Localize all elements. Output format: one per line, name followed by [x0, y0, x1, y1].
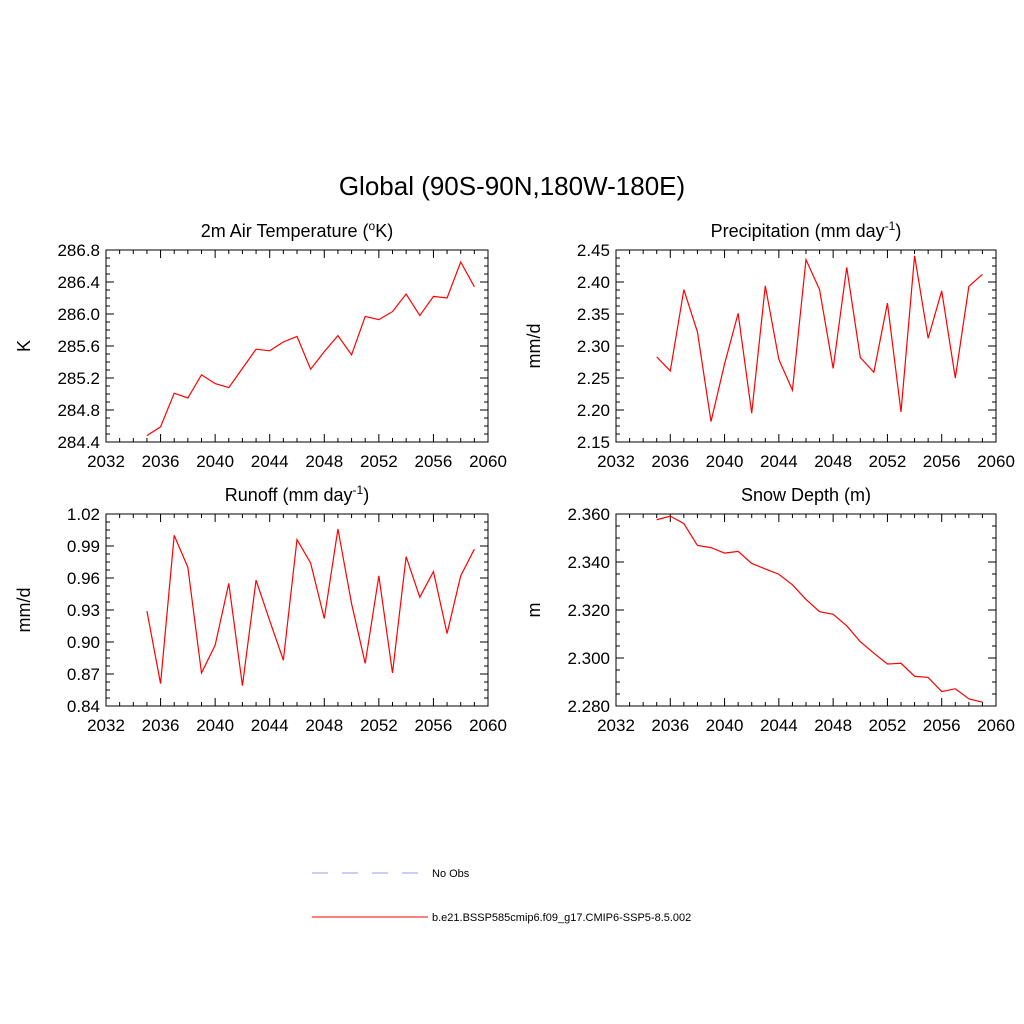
x-tick-label: 2040	[196, 716, 234, 735]
x-tick-label: 2040	[196, 452, 234, 471]
y-tick-label: 2.320	[567, 601, 610, 620]
x-tick-label: 2052	[360, 716, 398, 735]
x-tick-label: 2032	[597, 716, 635, 735]
y-tick-label: 0.96	[67, 569, 100, 588]
x-tick-label: 2032	[87, 452, 125, 471]
y-tick-label: 2.15	[577, 433, 610, 452]
x-tick-label: 2032	[87, 716, 125, 735]
y-axis-label: K	[14, 340, 34, 352]
panel-title: Runoff (mm day-1)	[225, 483, 369, 505]
x-tick-label: 2032	[597, 452, 635, 471]
y-tick-label: 286.8	[57, 241, 100, 260]
y-tick-label: 284.4	[57, 433, 100, 452]
panels: 2032 2036 2040 2044 2048 2052 2056 2060 284.4 284…	[14, 219, 1015, 735]
chart-panel-1: 2032 2036 2040 2044 2048 2052 2056 2060 284.4 284…	[14, 219, 507, 471]
legend-entry-2: b.e21.BSSP585cmip6.f09_g17.CMIP6-SSP5-8.…	[312, 912, 691, 924]
x-tick-label: 2060	[469, 716, 507, 735]
x-tick-label: 2036	[651, 452, 689, 471]
chart-panel-2: 2032 2036 2040 2044 2048 2052 2056 2060 2.15 2.20…	[524, 219, 1015, 471]
x-tick-label: 2056	[415, 716, 453, 735]
y-tick-label: 285.6	[57, 337, 100, 356]
y-tick-label: 2.30	[577, 337, 610, 356]
x-tick-label: 2044	[760, 452, 798, 471]
legend-label: b.e21.BSSP585cmip6.f09_g17.CMIP6-SSP5-8.…	[432, 912, 691, 924]
x-tick-label: 2052	[869, 452, 907, 471]
y-tick-label: 2.300	[567, 649, 610, 668]
y-tick-label: 0.87	[67, 665, 100, 684]
chart-panel-4: 2032 2036 2040 2044 2048 2052 2056 2060 2.280 2.3…	[524, 485, 1015, 735]
y-tick-label: 2.25	[577, 369, 610, 388]
x-tick-label: 2056	[923, 452, 961, 471]
x-tick-label: 2052	[869, 716, 907, 735]
y-axis-label: mm/d	[524, 324, 544, 369]
x-tick-label: 2048	[814, 716, 852, 735]
x-tick-label: 2036	[142, 452, 180, 471]
x-tick-label: 2048	[305, 716, 343, 735]
panel-title: 2m Air Temperature (oK)	[201, 219, 393, 241]
x-tick-label: 2044	[251, 452, 289, 471]
y-tick-label: 0.84	[67, 697, 100, 716]
y-tick-label: 286.4	[57, 273, 100, 292]
x-tick-label: 2048	[305, 452, 343, 471]
y-tick-label: 0.90	[67, 633, 100, 652]
y-tick-label: 1.02	[67, 505, 100, 524]
series-line	[656, 255, 983, 422]
x-tick-label: 2060	[977, 716, 1015, 735]
y-tick-label: 2.20	[577, 401, 610, 420]
x-tick-label: 2036	[142, 716, 180, 735]
legend-entry-1: No Obs	[312, 868, 470, 880]
x-tick-label: 2056	[923, 716, 961, 735]
legend: No Obs b.e21.BSSP585cmip6.f09_g17.CMIP6-S…	[312, 868, 691, 924]
legend-label: No Obs	[432, 868, 470, 880]
y-axis-label: mm/d	[14, 588, 34, 633]
x-tick-label: 2048	[814, 452, 852, 471]
y-tick-label: 2.45	[577, 241, 610, 260]
chart-panel-3: 2032 2036 2040 2044 2048 2052 2056 2060 0.84 0.87…	[14, 483, 507, 735]
x-tick-label: 2036	[651, 716, 689, 735]
y-tick-label: 2.340	[567, 553, 610, 572]
y-tick-label: 284.8	[57, 401, 100, 420]
y-tick-label: 0.93	[67, 601, 100, 620]
figure-title: Global (90S-90N,180W-180E)	[339, 171, 685, 201]
x-tick-label: 2044	[760, 716, 798, 735]
y-tick-label: 2.35	[577, 305, 610, 324]
panel-title: Snow Depth (m)	[741, 485, 871, 505]
series-line	[656, 515, 983, 703]
x-tick-label: 2044	[251, 716, 289, 735]
x-tick-label: 2052	[360, 452, 398, 471]
y-tick-label: 286.0	[57, 305, 100, 324]
x-tick-label: 2060	[977, 452, 1015, 471]
x-tick-label: 2040	[706, 716, 744, 735]
x-tick-label: 2040	[706, 452, 744, 471]
x-tick-label: 2056	[415, 452, 453, 471]
y-tick-label: 2.40	[577, 273, 610, 292]
y-tick-label: 0.99	[67, 537, 100, 556]
series-line	[146, 260, 475, 437]
y-tick-label: 2.280	[567, 697, 610, 716]
y-tick-label: 285.2	[57, 369, 100, 388]
panel-title: Precipitation (mm day-1)	[711, 219, 902, 241]
x-tick-label: 2060	[469, 452, 507, 471]
series-line	[146, 528, 475, 686]
y-tick-label: 2.360	[567, 505, 610, 524]
y-axis-label: m	[524, 603, 544, 618]
